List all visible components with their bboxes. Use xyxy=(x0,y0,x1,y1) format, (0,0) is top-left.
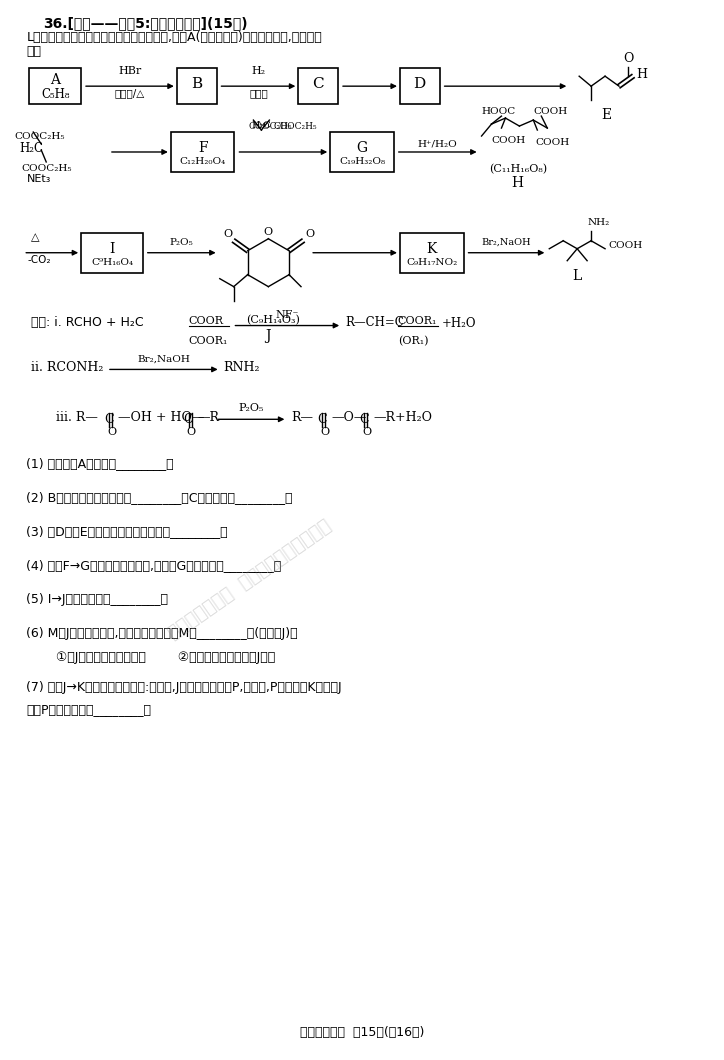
Text: (5) I→J的反应类型为________。: (5) I→J的反应类型为________。 xyxy=(26,593,168,606)
Text: 已知: i. RCHO + H₂C: 已知: i. RCHO + H₂C xyxy=(31,316,144,329)
Text: HOOC: HOOC xyxy=(481,107,515,117)
Bar xyxy=(330,132,394,172)
Text: P₂O₅: P₂O₅ xyxy=(239,403,264,413)
Text: iii. R—: iii. R— xyxy=(56,411,98,424)
Text: F: F xyxy=(198,141,208,155)
Text: COOH: COOH xyxy=(534,107,568,117)
Text: H⁺/H₂O: H⁺/H₂O xyxy=(418,139,458,148)
Text: C: C xyxy=(312,77,324,91)
Text: L: L xyxy=(573,268,582,283)
Text: C⁹H₁₆O₄: C⁹H₁₆O₄ xyxy=(91,259,133,267)
Text: NH₂: NH₂ xyxy=(587,217,610,227)
Text: O: O xyxy=(305,229,314,239)
Text: O: O xyxy=(107,427,116,438)
Text: L是一种治疗带状疱疹后遗症神经痛的药物,可用A(一种二烯烃)为原料来合成,路线如下: L是一种治疗带状疱疹后遗症神经痛的药物,可用A(一种二烯烃)为原料来合成,路线如… xyxy=(26,32,322,45)
Text: H₂: H₂ xyxy=(251,66,266,76)
Text: K: K xyxy=(426,242,437,255)
Text: 生成P的化学方程式________。: 生成P的化学方程式________。 xyxy=(26,703,151,716)
Text: (C₉H₁₄O₃): (C₉H₁₄O₃) xyxy=(246,315,300,324)
Text: E: E xyxy=(601,108,611,122)
Text: O: O xyxy=(187,427,195,438)
Text: COOH: COOH xyxy=(535,138,570,147)
Text: C: C xyxy=(359,413,369,426)
Bar xyxy=(298,68,338,104)
Text: 图。: 图。 xyxy=(26,46,41,58)
Text: COOC₂H₅: COOC₂H₅ xyxy=(248,122,292,131)
Text: (6) M是J的同分异构体,则符合下列条件的M有________种(不包括J)。: (6) M是J的同分异构体,则符合下列条件的M有________种(不包括J)。 xyxy=(26,626,298,640)
Text: COOR₁: COOR₁ xyxy=(398,316,437,325)
Text: 做微搜索小程序  第一时间获取最新资料: 做微搜索小程序 第一时间获取最新资料 xyxy=(166,517,335,643)
Text: RNH₂: RNH₂ xyxy=(224,361,260,374)
Text: H₂C: H₂C xyxy=(20,141,43,155)
Bar xyxy=(177,68,216,104)
Bar xyxy=(400,233,463,272)
Text: Br₂,NaOH: Br₂,NaOH xyxy=(138,354,190,364)
Text: O: O xyxy=(623,52,634,66)
Text: (OR₁): (OR₁) xyxy=(398,336,429,346)
Text: H: H xyxy=(511,176,523,190)
Text: 36.[化学——选修5:有机化学基础](15分): 36.[化学——选修5:有机化学基础](15分) xyxy=(43,16,248,31)
Text: A: A xyxy=(50,73,60,87)
Text: D: D xyxy=(413,77,426,91)
Text: B: B xyxy=(191,77,202,91)
Text: (2) B具有的官能团的名称是________，C的化学式是________。: (2) B具有的官能团的名称是________，C的化学式是________。 xyxy=(26,491,292,505)
Text: C: C xyxy=(184,413,193,426)
Text: R—: R— xyxy=(291,411,313,424)
Text: COOR₁: COOR₁ xyxy=(189,336,228,346)
Text: P₂O₅: P₂O₅ xyxy=(170,237,193,247)
Text: O: O xyxy=(264,227,273,236)
Text: COOH: COOH xyxy=(608,242,642,250)
Text: ii. RCONH₂: ii. RCONH₂ xyxy=(31,361,104,374)
Text: —O—: —O— xyxy=(331,411,366,424)
Text: C: C xyxy=(104,413,114,426)
Text: NEt₃: NEt₃ xyxy=(28,174,51,184)
Text: (4) 已知F→G发生的是加成反应,请写出G的结构简式________。: (4) 已知F→G发生的是加成反应,请写出G的结构简式________。 xyxy=(26,559,282,572)
Bar xyxy=(400,68,439,104)
Bar xyxy=(171,132,235,172)
Text: O: O xyxy=(362,427,371,438)
Text: I: I xyxy=(109,242,114,255)
Text: H: H xyxy=(636,68,647,81)
Text: COOC₂H₅: COOC₂H₅ xyxy=(14,132,65,141)
Text: J: J xyxy=(266,329,271,342)
Text: △: △ xyxy=(31,233,40,243)
Bar xyxy=(29,68,81,104)
Text: —R: —R xyxy=(198,411,219,424)
Text: C₁₉H₃₂O₈: C₁₉H₃₂O₈ xyxy=(339,158,385,166)
Text: COOR: COOR xyxy=(189,316,224,325)
Text: 催化剂/△: 催化剂/△ xyxy=(115,88,145,99)
Text: O: O xyxy=(224,229,233,239)
Text: (C₁₁H₁₆O₈): (C₁₁H₁₆O₈) xyxy=(489,164,547,174)
Text: COOC₂H₅: COOC₂H₅ xyxy=(274,122,317,131)
Text: ①与J具有相同六元环结构        ②环上的取代基数目和J相同: ①与J具有相同六元环结构 ②环上的取代基数目和J相同 xyxy=(56,651,275,664)
Text: H₂C: H₂C xyxy=(251,121,272,130)
Text: C₉H₁₇NO₂: C₉H₁₇NO₂ xyxy=(406,259,458,267)
Text: COOC₂H₅: COOC₂H₅ xyxy=(21,164,72,173)
Text: —R+H₂O: —R+H₂O xyxy=(373,411,432,424)
Text: (3) 由D生成E所需的试剂和条件分别是________。: (3) 由D生成E所需的试剂和条件分别是________。 xyxy=(26,525,228,538)
Text: G: G xyxy=(356,141,368,155)
Text: C: C xyxy=(317,413,327,426)
Text: O: O xyxy=(320,427,329,438)
Text: HBr: HBr xyxy=(118,66,141,76)
Bar xyxy=(81,233,143,272)
Text: -CO₂: -CO₂ xyxy=(28,254,51,265)
Text: +H₂O: +H₂O xyxy=(442,317,476,330)
Text: (7) 已知J→K的反应分两步进行:第一步,J与氨水反应生成P,第二步,P酸化生成K。写出J: (7) 已知J→K的反应分两步进行:第一步,J与氨水反应生成P,第二步,P酸化生… xyxy=(26,681,342,693)
Text: COOH: COOH xyxy=(492,136,526,145)
Text: (1) 该二烯烃A的名称为________。: (1) 该二烯烃A的名称为________。 xyxy=(26,457,174,471)
Text: C₁₂H₂₀O₄: C₁₂H₂₀O₄ xyxy=(180,158,226,166)
Text: Br₂,NaOH: Br₂,NaOH xyxy=(481,237,531,247)
Text: R—CH=C: R—CH=C xyxy=(345,316,404,329)
Text: NF⁻: NF⁻ xyxy=(276,310,299,319)
Text: 催化剂: 催化剂 xyxy=(249,88,268,99)
Text: 高三理科综合  第15页(共16页): 高三理科综合 第15页(共16页) xyxy=(300,1026,424,1039)
Text: —OH + HO—: —OH + HO— xyxy=(118,411,204,424)
Text: C₅H₈: C₅H₈ xyxy=(41,88,70,101)
